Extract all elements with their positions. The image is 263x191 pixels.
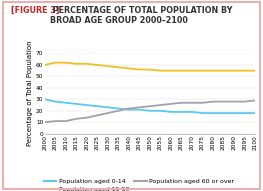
Text: PERCENTAGE OF TOTAL POPULATION BY
BROAD AGE GROUP 2000–2100: PERCENTAGE OF TOTAL POPULATION BY BROAD … <box>50 6 232 25</box>
Y-axis label: Percentage of Total Population: Percentage of Total Population <box>27 41 33 146</box>
Text: [FIGURE 3]: [FIGURE 3] <box>11 6 59 15</box>
Legend: Population aged 0-14, Population aged 15-59, Population aged 60 or over: Population aged 0-14, Population aged 15… <box>44 179 234 191</box>
